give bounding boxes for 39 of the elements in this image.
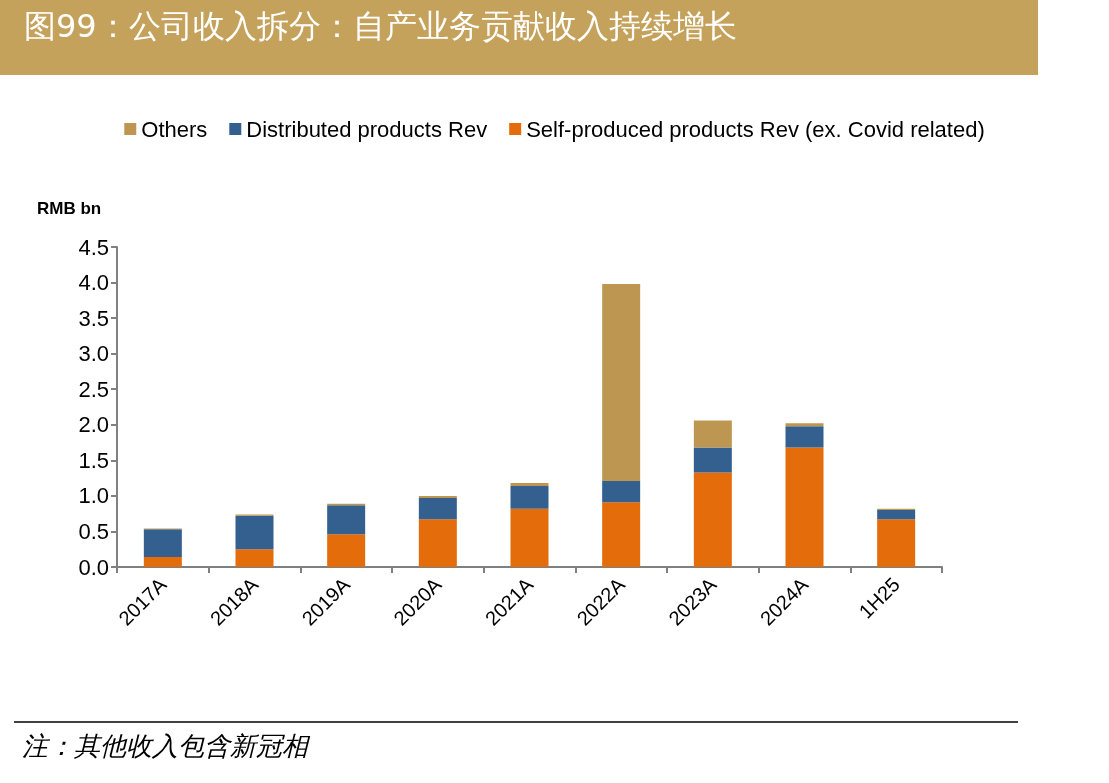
y-tick-label: 3.5 <box>78 305 109 331</box>
bar <box>785 423 824 427</box>
y-tick-label: 1.5 <box>78 447 109 473</box>
bar <box>418 498 457 520</box>
legend-label: Distributed products Rev <box>246 116 488 142</box>
y-tick-label: 3.0 <box>78 341 109 367</box>
legend-label: Others <box>141 116 208 142</box>
bar <box>510 485 549 509</box>
bar <box>510 508 549 567</box>
bar <box>418 495 457 499</box>
bar <box>510 483 549 486</box>
y-axis-title: RMB bn <box>37 199 102 218</box>
bar <box>143 529 182 558</box>
y-tick-label: 2.0 <box>78 412 109 438</box>
y-tick-label: 4.0 <box>78 270 109 296</box>
y-tick-label: 0.0 <box>78 554 109 580</box>
bar <box>143 557 182 567</box>
y-tick-label: 0.5 <box>78 518 109 544</box>
text: 注：其他收入包含新冠相 <box>22 731 311 761</box>
bar <box>693 472 732 567</box>
bar <box>785 426 824 448</box>
chart-title: 图99：公司收入拆分：自产业务贡献收入持续增长 <box>0 0 1038 75</box>
y-tick-label: 2.5 <box>78 376 109 402</box>
bar <box>693 420 732 448</box>
bar <box>877 519 916 567</box>
bar <box>785 447 824 567</box>
bar <box>418 519 457 567</box>
bar <box>877 510 916 520</box>
y-tick-label: 1.0 <box>78 483 109 509</box>
bar <box>327 534 366 567</box>
legend-label: Self-produced products Rev (ex. Covid related) <box>526 116 985 142</box>
bar <box>235 549 274 567</box>
y-tick-label: 4.5 <box>78 234 109 260</box>
bar <box>602 283 641 481</box>
bar <box>327 505 366 535</box>
bar <box>235 515 274 550</box>
bar <box>693 447 732 473</box>
bar <box>602 480 641 503</box>
bar <box>602 502 641 567</box>
